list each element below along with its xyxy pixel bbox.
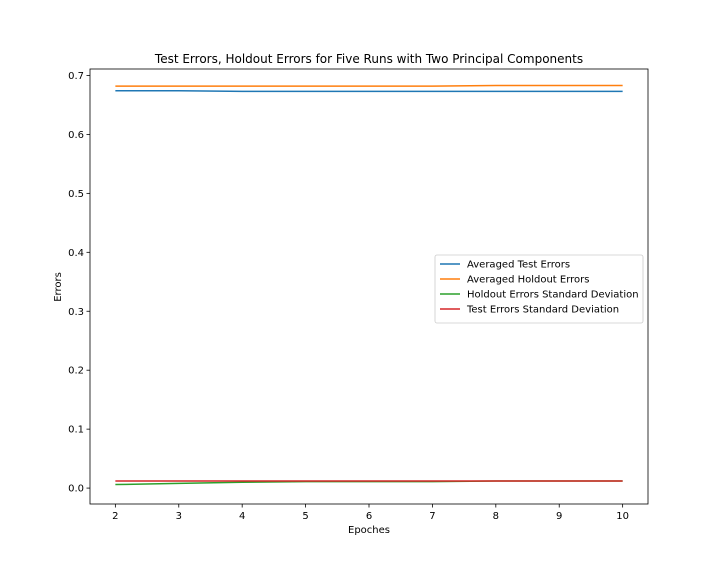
- x-tick-label: 5: [302, 511, 308, 522]
- legend-label: Averaged Test Errors: [467, 260, 570, 271]
- y-tick-label: 0.7: [68, 71, 84, 82]
- y-tick-label: 0.6: [68, 130, 84, 141]
- legend-box: [434, 254, 644, 324]
- legend-label: Test Errors Standard Deviation: [466, 305, 619, 316]
- chart-title: Test Errors, Holdout Errors for Five Run…: [154, 52, 583, 66]
- x-tick-label: 4: [239, 511, 245, 522]
- y-axis: 0.0 0.1 0.2 0.3 0.4 0.5 0.6 0.7: [68, 71, 90, 495]
- y-tick-label: 0.5: [68, 189, 84, 200]
- x-axis: 2 3 4 5 6 7 8 9 10: [112, 504, 629, 522]
- x-axis-label: Epoches: [348, 525, 390, 536]
- y-axis-label: Errors: [53, 272, 64, 302]
- x-tick-label: 3: [176, 511, 182, 522]
- x-tick-label: 7: [429, 511, 435, 522]
- y-tick-label: 0.3: [68, 307, 84, 318]
- y-tick-label: 0.2: [68, 366, 84, 377]
- series-line-2: [115, 84, 623, 87]
- x-tick-label: 8: [493, 511, 499, 522]
- x-tick-label: 6: [366, 511, 372, 522]
- series-layer: [115, 84, 623, 486]
- y-tick-label: 0.1: [68, 425, 84, 436]
- legend-label: Averaged Holdout Errors: [467, 275, 590, 286]
- x-tick-label: 10: [616, 511, 629, 522]
- legend: Averaged Test Errors Averaged Holdout Err…: [434, 254, 644, 324]
- x-tick-label: 2: [112, 511, 118, 522]
- series-line-1: [115, 90, 623, 93]
- y-tick-label: 0.4: [68, 248, 84, 259]
- y-tick-label: 0.0: [68, 484, 84, 495]
- legend-label: Holdout Errors Standard Deviation: [467, 290, 639, 301]
- x-tick-label: 9: [556, 511, 562, 522]
